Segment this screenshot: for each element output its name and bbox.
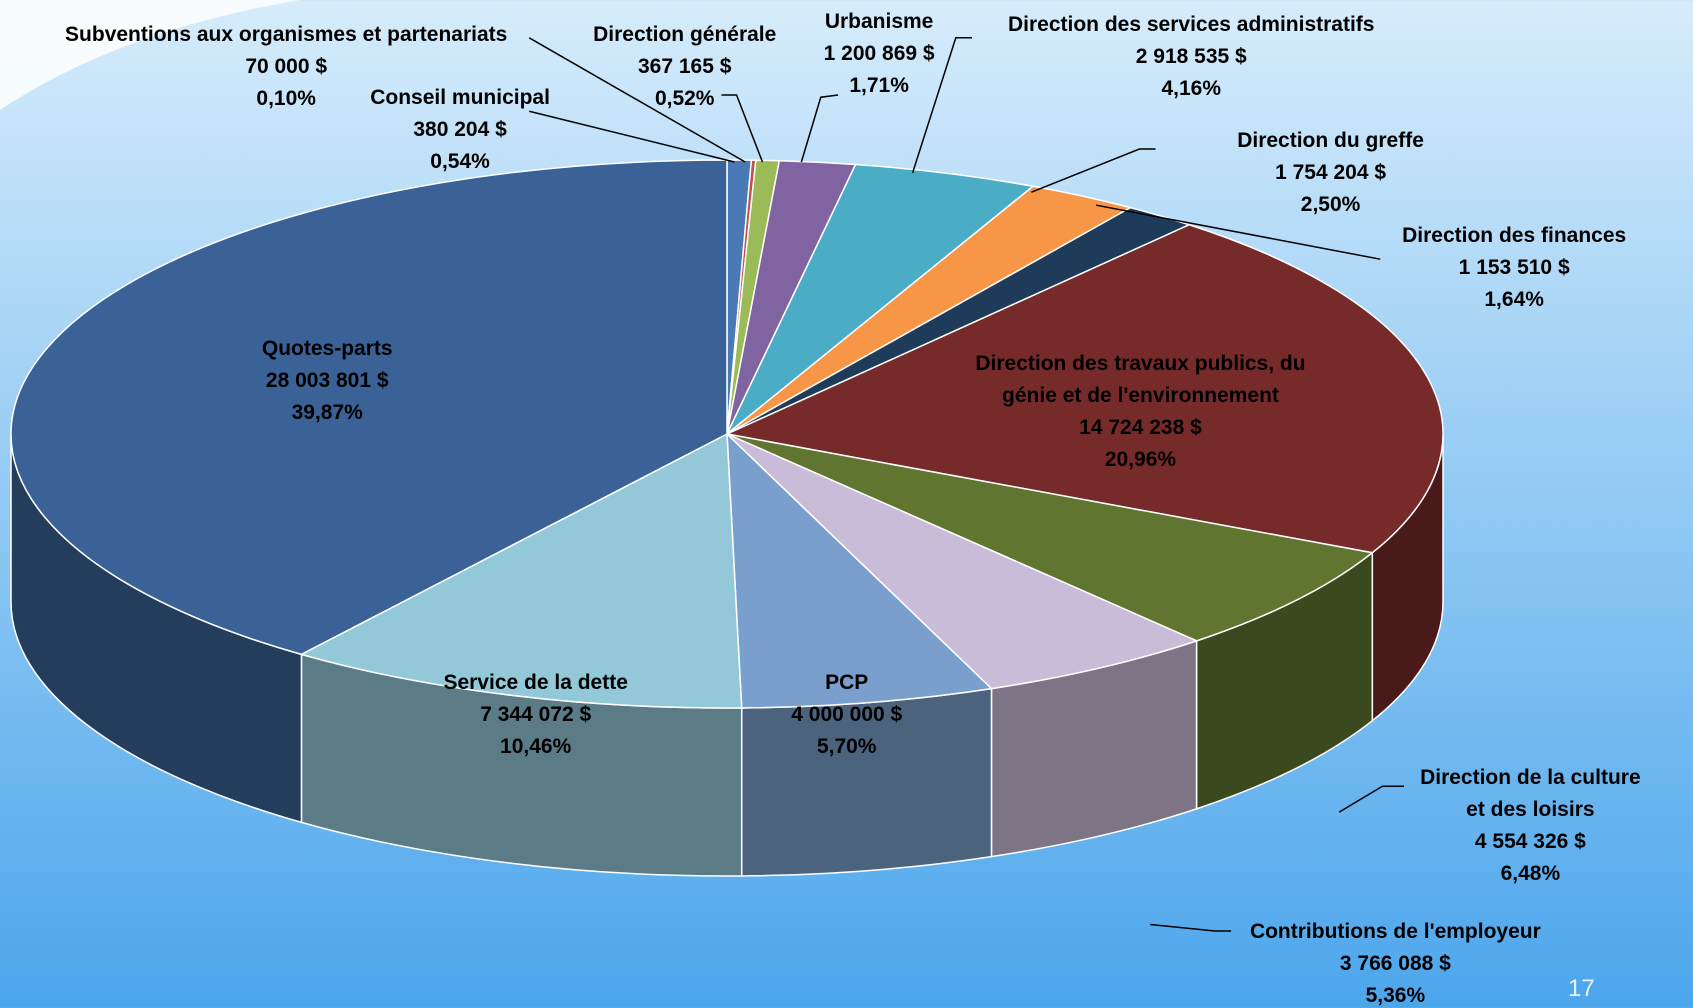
slice-label: Subventions aux organismes et partenaria… <box>16 19 556 115</box>
slice-percent: 4,16% <box>1161 76 1221 100</box>
slice-name: Contributions de l'employeur <box>1249 919 1541 943</box>
slice-percent: 0,52% <box>654 87 715 111</box>
slice-label: Quotes-parts 28 003 801 $ 39,87% <box>198 333 457 429</box>
slice-value: 1 153 510 $ <box>1458 256 1570 280</box>
slice <box>726 433 1199 690</box>
slice-value: 4 000 000 $ <box>791 703 903 727</box>
slice <box>10 159 728 656</box>
slice-label: Direction des finances 1 153 510 $ 1,64% <box>1374 220 1655 316</box>
leader-line <box>1150 923 1232 932</box>
slice-name: Conseil municipal <box>370 86 550 110</box>
page-number: 17 <box>1568 975 1595 1002</box>
slice-percent: 39,87% <box>291 400 363 424</box>
slice-value: 1 754 204 $ <box>1275 161 1387 185</box>
slice-value: 1 200 869 $ <box>823 42 935 66</box>
slice-percent: 10,46% <box>500 735 572 759</box>
slice-name: Service de la dette <box>443 671 628 695</box>
slice-label: Direction de la culture et des loisirs 4 … <box>1412 762 1650 890</box>
slice-name: Direction générale <box>593 23 777 47</box>
slice-percent: 1,71% <box>849 74 909 98</box>
slice-label: Direction générale 367 165 $ 0,52% <box>523 19 847 115</box>
slice <box>726 163 1035 435</box>
slice-percent: 0,54% <box>430 150 490 174</box>
slice-percent: 0,10% <box>256 87 316 111</box>
slice-name: Direction de la culture et des loisirs <box>1420 766 1641 822</box>
slice-label: Direction du greffe 1 754 204 $ 2,50% <box>1190 125 1471 221</box>
slice-label: Service de la dette 7 344 072 $ 10,46% <box>406 667 665 763</box>
slice-label: Conseil municipal 380 204 $ 0,54% <box>298 82 622 178</box>
slice-label: Direction des travaux publics, du génie … <box>946 348 1335 476</box>
slice-value: 14 724 238 $ <box>1079 415 1202 439</box>
leader-line <box>528 37 746 163</box>
leader-line <box>800 94 839 163</box>
slice-name: Direction du greffe <box>1237 129 1424 153</box>
slice-value: 28 003 801 $ <box>265 368 389 392</box>
leader-line <box>529 110 735 163</box>
slice-percent: 6,48% <box>1500 862 1561 886</box>
leader-line <box>1096 204 1381 260</box>
slice-value: 367 165 $ <box>638 55 732 79</box>
slice <box>726 433 1375 642</box>
slice-label: Contributions de l'employeur 3 766 088 $ 5… <box>1212 916 1579 1008</box>
slice <box>299 432 743 709</box>
slice-value: 380 204 $ <box>413 118 507 142</box>
leader-line <box>1338 785 1404 813</box>
slice-percent: 5,70% <box>816 735 877 759</box>
slice-name: Direction des finances <box>1402 224 1627 248</box>
slice-name: Direction des travaux publics, du génie … <box>975 351 1306 407</box>
slice-name: Quotes-parts <box>261 336 393 360</box>
slice-label: Direction des services administratifs 2 9… <box>975 9 1407 105</box>
slice <box>724 223 1444 554</box>
corner-decoration <box>0 0 300 110</box>
slice-value: 70 000 $ <box>245 55 328 79</box>
slice-value: 4 554 326 $ <box>1474 830 1586 854</box>
leader-line <box>1031 148 1156 193</box>
leader-line <box>911 37 972 174</box>
leader-line <box>721 94 764 163</box>
slice-label: PCP 4 000 000 $ 5,70% <box>739 667 955 763</box>
slice-name: Urbanisme <box>824 10 934 34</box>
slice-percent: 5,36% <box>1365 983 1426 1007</box>
slice-name: Subventions aux organismes et partenaria… <box>65 23 508 47</box>
slice-percent: 2,50% <box>1300 193 1361 217</box>
slice-value: 3 766 088 $ <box>1339 951 1451 975</box>
slice-name: PCP <box>825 671 869 695</box>
slice-value: 2 918 535 $ <box>1135 44 1247 68</box>
slice-percent: 20,96% <box>1104 447 1177 471</box>
slice-name: Direction des services administratifs <box>1007 12 1375 36</box>
slice-value: 7 344 072 $ <box>480 703 592 727</box>
slice <box>726 432 994 709</box>
slice-percent: 1,64% <box>1484 288 1544 312</box>
slice-label: Urbanisme 1 200 869 $ 1,71% <box>771 6 987 102</box>
